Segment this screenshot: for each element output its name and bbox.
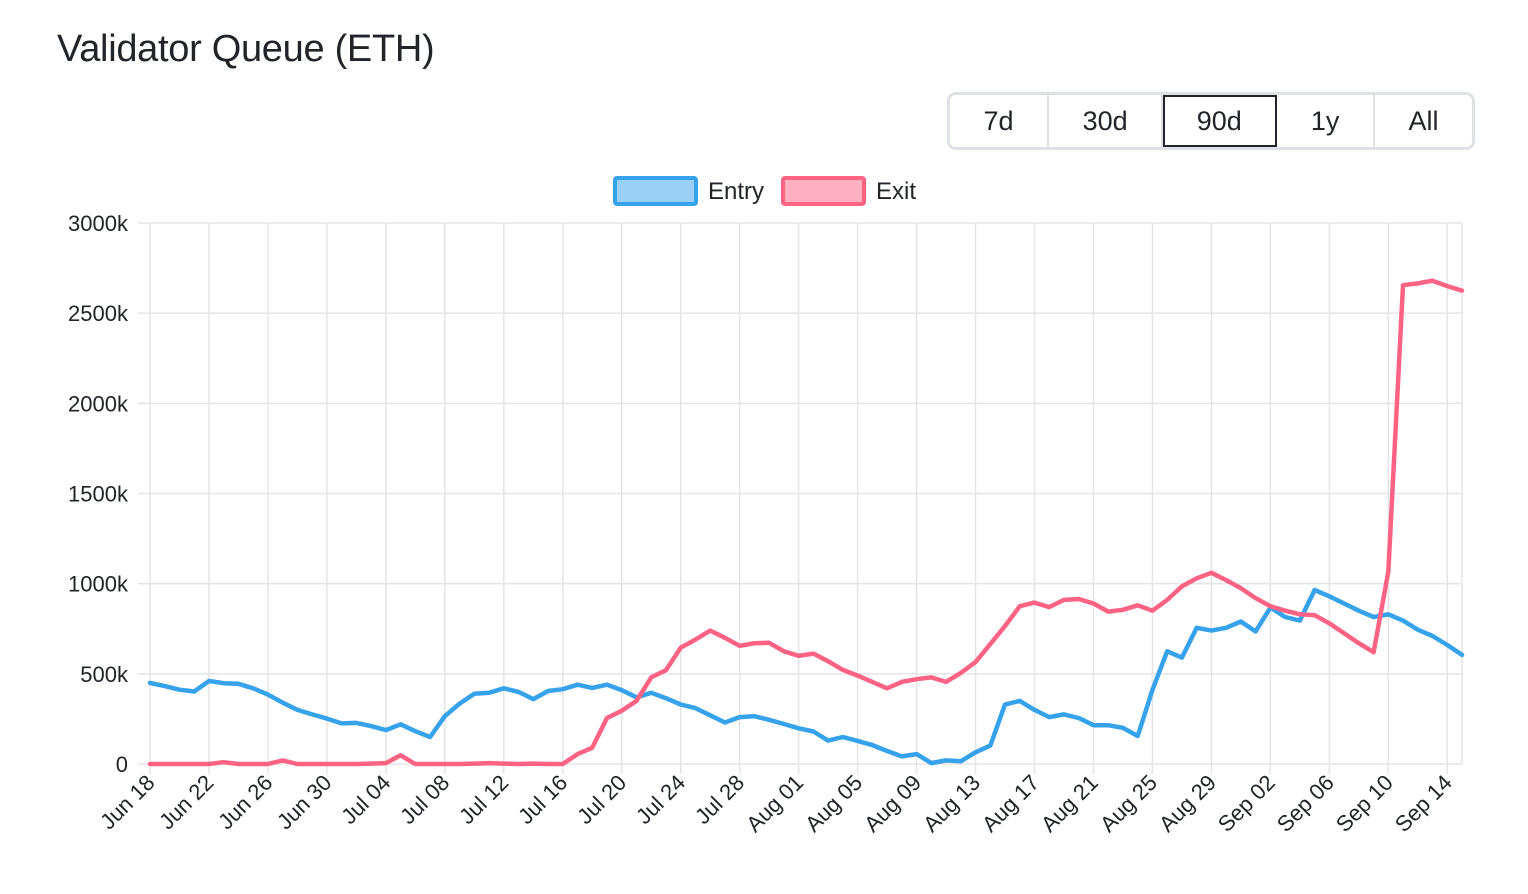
x-tick-label: Aug 25 [1095,770,1162,837]
y-tick-label: 3000k [68,211,129,236]
x-tick-label: Jul 24 [631,770,690,829]
x-tick-label: Aug 05 [800,770,867,837]
legend: Entry Exit [613,176,916,206]
x-tick-label: Jul 08 [395,770,454,829]
x-tick-label: Jun 22 [154,770,218,834]
x-tick-label: Jul 28 [690,770,749,829]
y-tick-label: 500k [80,662,129,687]
x-tick-label: Aug 13 [918,770,985,837]
y-tick-label: 2500k [68,301,129,326]
x-tick-label: Jul 16 [513,770,572,829]
x-tick-label: Jul 20 [572,770,631,829]
range-7d-button[interactable]: 7d [950,95,1050,147]
y-tick-label: 0 [116,752,128,777]
range-30d-button[interactable]: 30d [1049,95,1164,147]
grid-lines [138,222,1463,774]
x-tick-label: Aug 29 [1154,770,1221,837]
series-lines [147,278,1465,767]
x-tick-label: Jun 26 [213,770,277,834]
x-tick-label: Sep 02 [1213,770,1280,837]
y-tick-label: 1500k [68,482,129,507]
x-tick-label: Jun 18 [95,770,159,834]
legend-entry-swatch[interactable] [613,176,698,206]
x-tick-label: Jul 12 [454,770,513,829]
time-range-selector: 7d 30d 90d 1y All [947,92,1475,150]
range-1y-button[interactable]: 1y [1277,95,1375,147]
x-tick-label: Sep 10 [1331,770,1398,837]
x-tick-label: Sep 14 [1390,770,1457,837]
range-all-button[interactable]: All [1374,95,1472,147]
x-tick-label: Aug 21 [1036,770,1103,837]
x-tick-label: Jul 04 [336,770,395,829]
x-tick-label: Aug 09 [859,770,926,837]
page-title: Validator Queue (ETH) [57,28,435,70]
y-tick-label: 1000k [68,572,129,597]
series-line-exit [147,278,1465,767]
y-axis-ticks: 0 500k 1000k 1500k 2000k 2500k 3000k [68,211,129,777]
x-tick-label: Aug 01 [741,770,808,837]
y-tick-label: 2000k [68,391,129,416]
range-90d-button[interactable]: 90d [1163,95,1278,147]
legend-exit-swatch[interactable] [781,176,866,206]
series-line-entry [147,587,1465,766]
x-tick-label: Aug 17 [977,770,1044,837]
x-tick-label: Jun 30 [272,770,336,834]
legend-exit-label[interactable]: Exit [876,178,916,205]
x-tick-label: Sep 06 [1272,770,1339,837]
legend-entry-label[interactable]: Entry [708,178,764,205]
